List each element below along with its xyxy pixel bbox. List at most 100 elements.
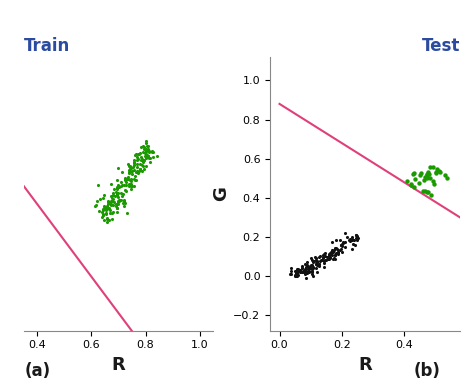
- Point: [441, 172, 449, 178]
- Point: [99, 211, 106, 217]
- Point: [146, 160, 154, 166]
- Point: [432, 169, 440, 176]
- Point: [125, 181, 133, 187]
- Point: [352, 234, 359, 241]
- Point: [350, 237, 357, 243]
- Point: [138, 162, 146, 168]
- Point: [103, 205, 111, 211]
- Point: [149, 154, 157, 160]
- Point: [339, 239, 347, 245]
- Point: [113, 191, 121, 197]
- Point: [328, 247, 336, 253]
- Point: [331, 252, 338, 258]
- Point: [142, 146, 150, 152]
- Point: [423, 172, 431, 178]
- Point: [114, 165, 122, 171]
- Point: [327, 250, 334, 256]
- Point: [117, 179, 125, 185]
- Point: [100, 217, 108, 223]
- Point: [127, 165, 134, 171]
- Point: [327, 249, 335, 255]
- Point: [127, 181, 134, 187]
- Point: [126, 163, 134, 169]
- Point: [130, 176, 138, 182]
- Point: [127, 165, 134, 171]
- Point: [108, 195, 115, 201]
- Point: [312, 258, 320, 264]
- Point: [348, 234, 356, 240]
- Point: [346, 238, 354, 244]
- Point: [435, 168, 442, 174]
- Point: [309, 271, 316, 277]
- Point: [107, 180, 115, 187]
- Point: [104, 203, 111, 209]
- Point: [325, 256, 333, 262]
- Point: [140, 157, 148, 163]
- Point: [319, 255, 327, 261]
- Point: [301, 261, 309, 267]
- Point: [423, 175, 430, 181]
- Point: [294, 270, 301, 276]
- Point: [129, 164, 137, 170]
- Point: [137, 166, 144, 173]
- Point: [302, 276, 310, 282]
- Point: [135, 151, 142, 157]
- Point: [287, 268, 294, 274]
- Point: [341, 244, 349, 250]
- Point: [118, 193, 126, 199]
- Point: [346, 237, 353, 243]
- Point: [298, 265, 305, 271]
- Point: [304, 264, 312, 270]
- Point: [410, 184, 418, 190]
- Text: Train: Train: [24, 38, 70, 55]
- Point: [299, 269, 306, 275]
- Point: [407, 182, 415, 188]
- Point: [100, 206, 108, 212]
- Point: [326, 254, 334, 260]
- Point: [327, 250, 334, 256]
- Point: [146, 148, 153, 154]
- Point: [286, 271, 294, 277]
- Point: [105, 199, 113, 205]
- Point: [334, 250, 342, 256]
- Point: [410, 169, 418, 176]
- Point: [113, 209, 121, 215]
- Point: [301, 271, 309, 277]
- Point: [426, 164, 434, 170]
- Point: [122, 179, 129, 185]
- Point: [133, 157, 140, 163]
- Point: [309, 259, 317, 265]
- Point: [121, 175, 128, 181]
- Point: [312, 261, 319, 268]
- Point: [142, 155, 150, 161]
- Point: [423, 172, 431, 178]
- Point: [143, 138, 150, 144]
- Point: [130, 159, 138, 165]
- Point: [115, 198, 123, 204]
- Point: [430, 181, 438, 187]
- Text: Test: Test: [421, 38, 460, 55]
- Point: [125, 169, 133, 175]
- Point: [115, 199, 122, 205]
- Point: [142, 148, 149, 154]
- Point: [421, 174, 428, 180]
- Point: [353, 237, 361, 243]
- Point: [143, 140, 150, 146]
- Point: [315, 254, 323, 260]
- Point: [304, 266, 312, 272]
- Point: [149, 149, 156, 155]
- X-axis label: R: R: [358, 356, 372, 374]
- Point: [320, 258, 328, 264]
- Point: [109, 198, 116, 204]
- Point: [417, 172, 424, 178]
- Point: [294, 272, 301, 278]
- Point: [120, 198, 128, 204]
- Point: [145, 155, 153, 161]
- Point: [104, 198, 112, 204]
- Point: [141, 150, 149, 156]
- Point: [148, 149, 155, 155]
- Point: [107, 198, 115, 204]
- Point: [308, 268, 316, 274]
- Point: [424, 189, 431, 195]
- Point: [118, 169, 126, 175]
